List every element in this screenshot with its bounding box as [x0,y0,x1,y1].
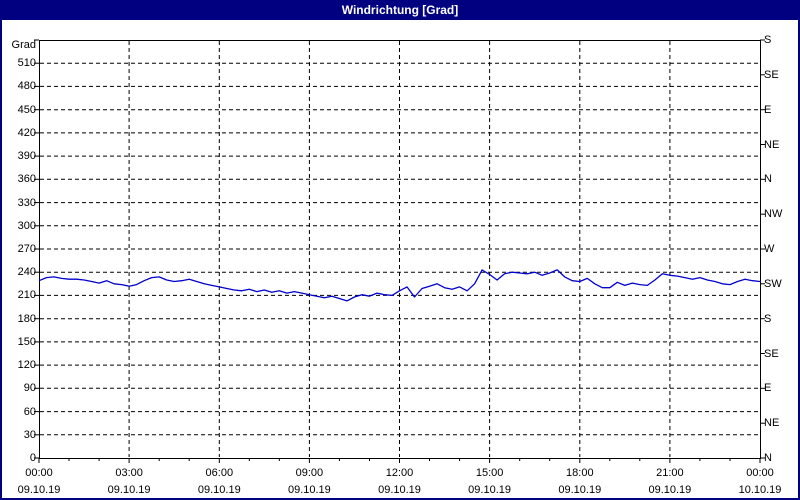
y-right-compass-label: S [764,312,772,325]
x-tick-time-label: 09:00 [295,467,324,479]
x-tick-time-label: 15:00 [475,467,504,479]
y-right-compass-label: E [764,103,772,116]
x-tick-date-label: 09.10.19 [107,484,151,496]
x-tick-date-label: 09.10.19 [378,484,421,496]
x-tick-time-label: 06:00 [205,467,234,479]
x-tick-date-label: 09.10.19 [287,484,331,496]
y-right-compass-label: N [764,452,772,464]
y-left-tick-label: 510 [17,57,36,70]
x-tick-time-label: 00:00 [25,467,53,479]
y-left-tick-label: 330 [17,196,36,209]
y-left-tick-label: 180 [17,312,36,325]
y-right-compass-label: SE [764,347,779,360]
y-right-compass-label: NW [764,208,783,221]
y-right-compass-label: NE [764,138,780,151]
y-left-tick-label: 90 [23,382,36,395]
x-tick-time-label: 21:00 [656,467,684,479]
y-right-compass-label: N [764,173,772,186]
x-tick-date-label: 09.10.19 [558,484,602,496]
y-left-tick-label: 420 [17,126,36,139]
x-tick-date-label: 09.10.19 [197,484,241,496]
window-title: Windrichtung [Grad] [341,3,459,17]
y-right-compass-label: SE [764,68,779,81]
y-left-tick-label: 0 [29,452,36,464]
y-left-tick-label: 270 [17,243,36,255]
x-tick-time-label: 18:00 [566,467,594,479]
y-left-tick-label: 360 [17,173,36,186]
y-right-compass-label: E [764,382,772,395]
y-left-tick-label: 210 [17,289,36,302]
y-axis-unit-label: Grad [11,39,36,51]
y-left-tick-label: 150 [17,335,36,348]
y-right-compass-label: SW [764,277,782,290]
x-tick-time-label: 12:00 [385,467,414,479]
y-left-tick-label: 300 [17,219,36,232]
y-left-tick-label: 60 [23,405,36,418]
y-left-tick-label: 120 [17,359,36,372]
y-left-tick-label: 390 [17,150,36,163]
x-tick-date-label: 09.10.19 [17,484,61,496]
y-left-tick-label: 240 [17,266,36,279]
y-left-tick-label: 450 [17,103,36,116]
x-tick-time-label: 00:00 [746,467,774,479]
x-tick-date-label: 09.10.19 [648,484,692,496]
x-tick-date-label: 10.10.19 [738,484,782,496]
x-tick-date-label: 09.10.19 [468,484,511,496]
y-left-tick-label: 480 [17,80,36,93]
y-left-tick-label: 30 [23,428,36,441]
y-right-compass-label: S [764,34,772,46]
y-right-compass-label: NE [764,417,780,430]
title-bar[interactable]: Windrichtung [Grad] [0,0,800,20]
x-tick-time-label: 03:00 [115,467,143,479]
y-right-compass-label: W [764,243,775,255]
